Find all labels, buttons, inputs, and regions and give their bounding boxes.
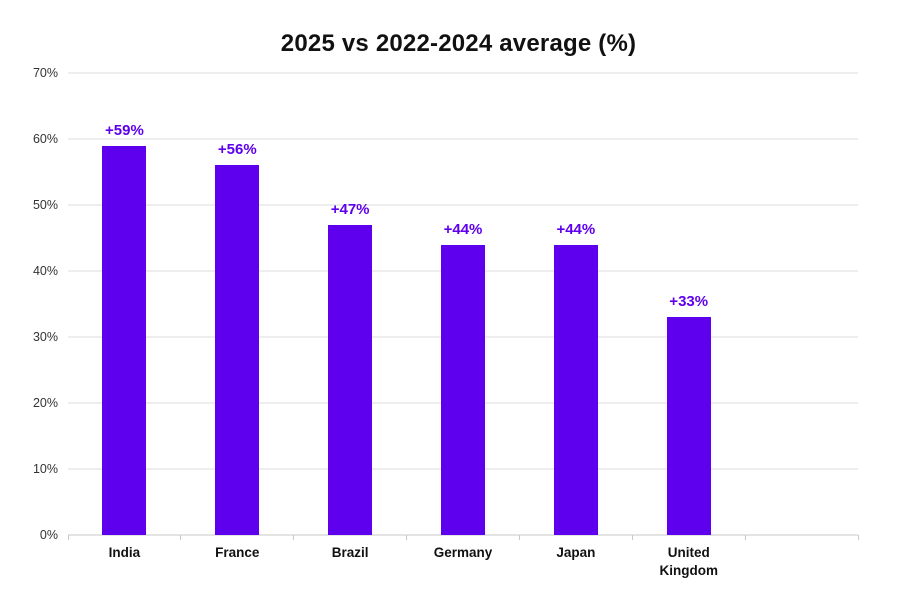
chart-title: 2025 vs 2022-2024 average (%) <box>280 30 637 57</box>
category-label-india: India <box>108 545 141 560</box>
bar-value-label-france: +56% <box>217 141 257 159</box>
bar-value-label-united-kingdom: +33% <box>669 293 709 311</box>
bar-united-kingdom <box>666 317 711 535</box>
category-label-united-kingdom: United Kingdom <box>659 545 718 578</box>
y-tick-label-0: 0% <box>39 528 58 542</box>
plot-area: +59% +56% +47% +44% +44% +33% <box>67 72 859 540</box>
x-axis: India France Brazil Germany Japan United King… <box>68 544 858 586</box>
category-label-france: France <box>215 545 260 560</box>
gridline-0 <box>68 534 858 536</box>
gridline-70 <box>68 72 858 74</box>
y-tick-label-70: 70% <box>32 66 58 80</box>
category-label-germany: Germany <box>433 545 493 560</box>
x-axis-tick <box>631 535 633 540</box>
y-axis: 0% 10% 20% 30% 40% 50% 60% 70% <box>0 66 58 542</box>
y-tick-label-60: 60% <box>32 132 58 146</box>
bar-value-label-japan: +44% <box>556 220 596 238</box>
x-axis-tick <box>744 535 746 540</box>
bar-germany <box>441 244 485 535</box>
y-tick-label-10: 10% <box>32 462 58 476</box>
bar-value-label-germany: +44% <box>443 220 483 238</box>
gridline-60 <box>68 138 858 140</box>
x-axis-tick <box>518 535 520 540</box>
y-tick-label-50: 50% <box>32 198 58 212</box>
bar-india <box>102 145 147 535</box>
y-tick-label-40: 40% <box>32 264 58 278</box>
bar-brazil <box>328 224 373 535</box>
x-axis-tick <box>406 535 408 540</box>
x-axis-tick <box>67 535 69 540</box>
bar-value-label-india: +59% <box>105 121 144 139</box>
y-tick-label-20: 20% <box>32 396 58 410</box>
bar-value-label-brazil: +47% <box>330 200 370 218</box>
x-axis-tick <box>293 535 295 540</box>
gridline-50 <box>68 204 858 206</box>
category-label-japan: Japan <box>556 545 596 560</box>
category-label-brazil: Brazil <box>331 545 369 560</box>
y-tick-label-30: 30% <box>32 330 58 344</box>
bar-france <box>215 165 260 535</box>
x-axis-tick <box>857 535 859 540</box>
bar-japan <box>553 244 598 535</box>
x-axis-tick <box>180 535 182 540</box>
